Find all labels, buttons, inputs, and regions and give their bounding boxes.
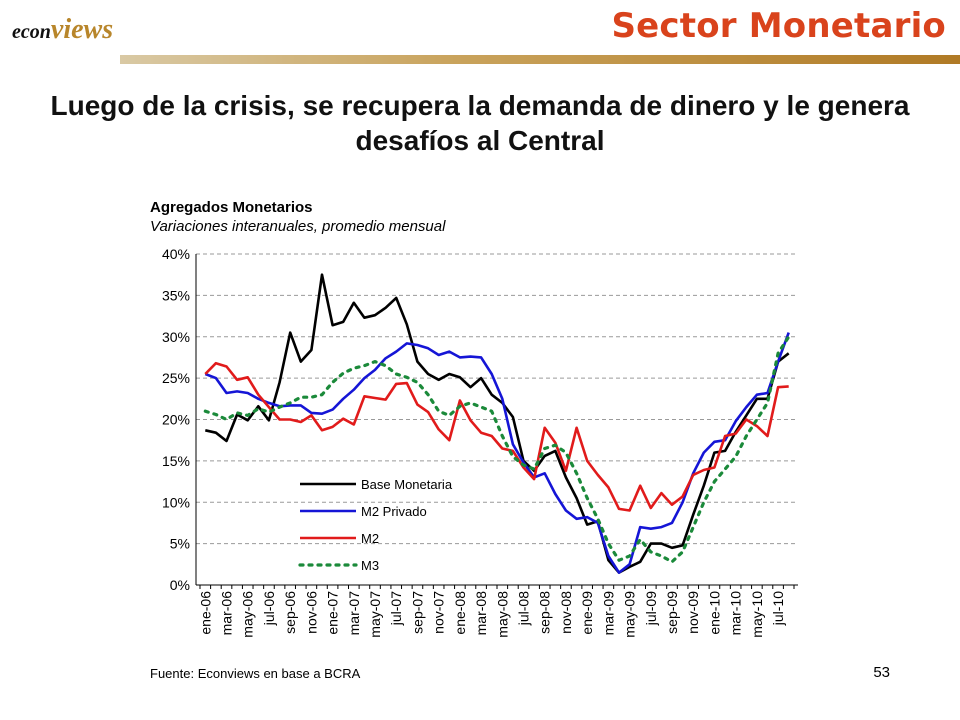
- series-line-m2: [204, 361, 789, 512]
- x-tick-label: ene-07: [325, 591, 341, 635]
- x-tick-label: sep-09: [664, 591, 680, 634]
- chart-source-note: Fuente: Econviews en base a BCRA: [150, 666, 361, 681]
- x-tick-label: ene-10: [706, 591, 722, 635]
- x-tick-label: jul-08: [516, 591, 532, 626]
- x-tick-label: nov-06: [303, 591, 319, 634]
- x-tick-label: may-09: [622, 591, 638, 638]
- y-tick-label: 30%: [162, 329, 190, 345]
- x-tick-label: may-07: [367, 591, 383, 638]
- series-line-m2-privado: [204, 332, 790, 574]
- legend-label: M2: [361, 531, 379, 546]
- series-line-m3: [203, 335, 791, 564]
- chart-subtitle: Variaciones interanuales, promedio mensu…: [150, 218, 446, 235]
- legend-label: M2 Privado: [361, 504, 427, 519]
- x-tick-label: mar-09: [600, 591, 616, 636]
- x-tick-label: nov-08: [558, 591, 574, 634]
- x-tick-label: may-06: [240, 591, 256, 638]
- x-tick-label: mar-06: [219, 591, 235, 636]
- y-tick-label: 5%: [170, 536, 190, 552]
- x-tick-label: sep-08: [537, 591, 553, 634]
- legend-label: M3: [361, 558, 379, 573]
- slide-headline: Luego de la crisis, se recupera la deman…: [50, 90, 910, 156]
- x-tick-label: mar-08: [473, 591, 489, 636]
- x-tick-label: nov-07: [431, 591, 447, 634]
- y-tick-label: 35%: [162, 287, 190, 303]
- x-tick-label: ene-06: [197, 591, 213, 635]
- x-tick-label: may-10: [749, 591, 765, 638]
- x-tick-label: nov-09: [685, 591, 701, 634]
- x-tick-label: ene-09: [579, 591, 595, 635]
- series-line-base-monetaria: [205, 273, 790, 574]
- page-number: 53: [873, 664, 890, 681]
- y-tick-label: 20%: [162, 412, 190, 428]
- legend-label: Base Monetaria: [361, 477, 453, 492]
- logo-part-econ: econ: [12, 21, 51, 43]
- y-tick-label: 15%: [162, 453, 190, 469]
- x-tick-label: jul-09: [643, 591, 659, 626]
- section-title: Sector Monetario: [611, 6, 946, 46]
- y-tick-label: 0%: [170, 577, 190, 593]
- header-divider-bar: [120, 55, 960, 64]
- logo-part-views: views: [50, 14, 114, 45]
- x-tick-label: jul-10: [770, 591, 786, 626]
- x-tick-label: mar-07: [346, 591, 362, 636]
- chart-title: Agregados Monetarios: [150, 199, 313, 216]
- econviews-logo: econviews: [12, 14, 113, 46]
- x-tick-label: jul-07: [388, 591, 404, 626]
- x-tick-label: ene-08: [452, 591, 468, 635]
- x-tick-label: sep-06: [282, 591, 298, 634]
- x-tick-label: sep-07: [409, 591, 425, 634]
- y-tick-label: 10%: [162, 494, 190, 510]
- x-tick-label: jul-06: [261, 591, 277, 626]
- y-tick-label: 40%: [162, 246, 190, 262]
- y-tick-label: 25%: [162, 370, 190, 386]
- x-tick-label: mar-10: [728, 591, 744, 636]
- x-tick-label: may-08: [494, 591, 510, 638]
